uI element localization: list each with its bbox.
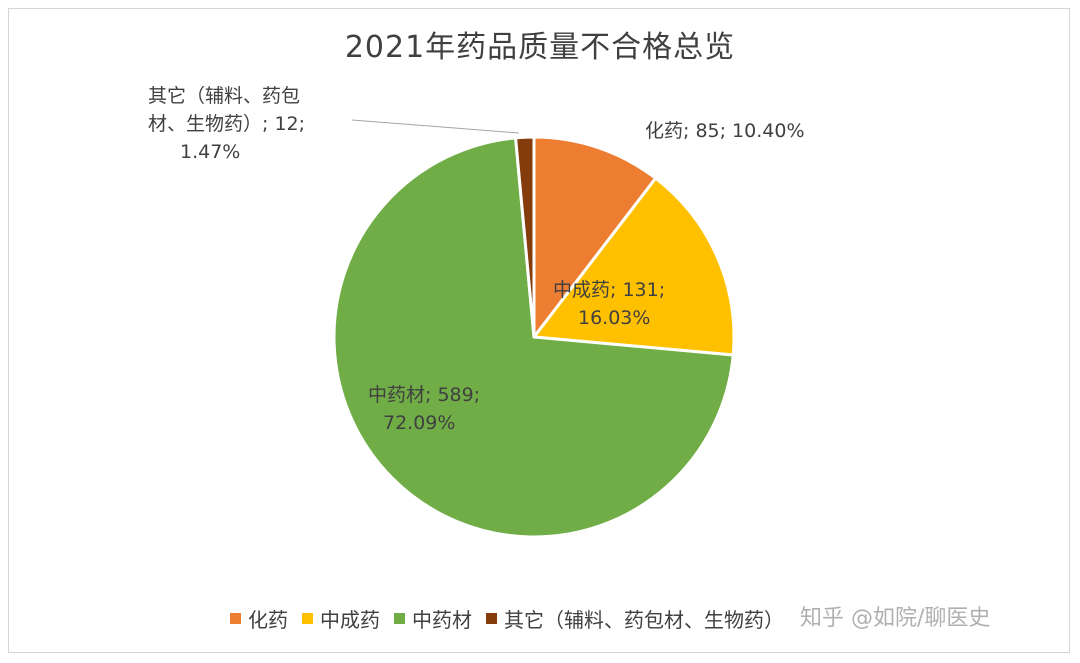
legend: 化药 中成药 中药材 其它（辅料、药包材、生物药） <box>230 603 784 633</box>
legend-label: 中成药 <box>320 607 380 632</box>
legend-label: 中药材 <box>412 607 472 632</box>
data-label-qita-3: 1.47% <box>180 141 240 163</box>
legend-label: 其它（辅料、药包材、生物药） <box>504 607 784 632</box>
data-label-qita-1: 其它（辅料、药包 <box>148 85 300 107</box>
slice-zhongchengyao <box>532 176 736 357</box>
data-label-qita-2: 材、生物药）; 12; <box>148 113 305 135</box>
watermark: 知乎 @如院/聊医史 <box>800 606 991 631</box>
leader-line-other <box>351 119 520 134</box>
legend-item-zhongchengyao: 中成药 <box>302 604 380 633</box>
legend-swatch <box>486 612 497 624</box>
legend-item-qita: 其它（辅料、药包材、生物药） <box>486 604 784 633</box>
legend-swatch <box>230 612 241 624</box>
data-label-huayao: 化药; 85; 10.40% <box>645 120 805 142</box>
legend-item-huayao: 化药 <box>230 604 288 633</box>
data-label-zhongchengyao-1: 中成药; 131; <box>553 279 665 301</box>
data-label-zhongyaocai-2: 72.09% <box>383 412 455 434</box>
data-label-zhongyaocai-1: 中药材; 589; <box>368 384 480 406</box>
legend-swatch <box>394 612 405 624</box>
chart-title: 2021年药品质量不合格总览 <box>344 30 736 65</box>
slice-qita <box>514 135 536 339</box>
data-label-zhongchengyao-2: 16.03% <box>578 307 650 329</box>
slice-huayao <box>532 135 658 339</box>
legend-swatch <box>302 612 313 624</box>
legend-item-zhongyaocai: 中药材 <box>394 604 472 633</box>
legend-label: 化药 <box>248 607 288 632</box>
